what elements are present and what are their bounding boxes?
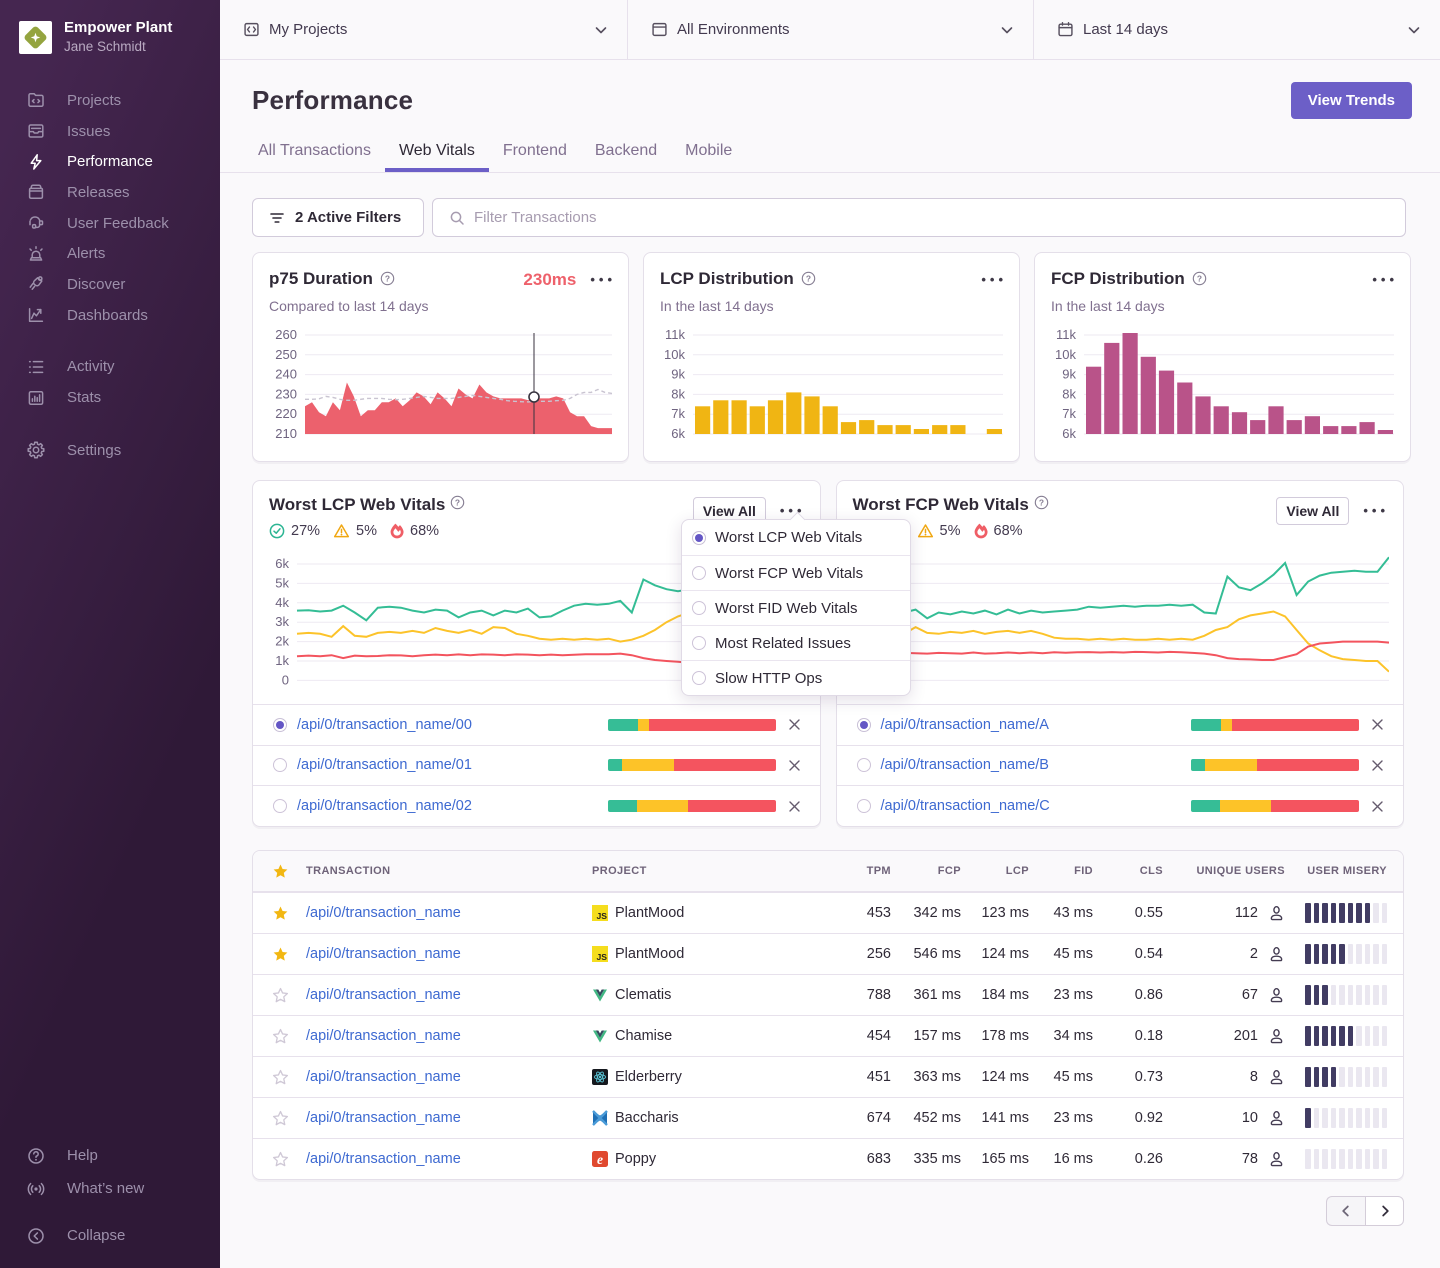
svg-text:220: 220 [275, 406, 297, 421]
svg-text:6k: 6k [1062, 426, 1076, 441]
svg-text:8k: 8k [1062, 386, 1076, 401]
svg-text:9k: 9k [671, 367, 685, 382]
svg-text:7k: 7k [1062, 406, 1076, 421]
svg-text:9k: 9k [1062, 367, 1076, 382]
svg-text:240: 240 [275, 367, 297, 382]
svg-text:1k: 1k [275, 653, 289, 668]
svg-text:5k: 5k [275, 575, 289, 590]
svg-text:10k: 10k [1055, 347, 1076, 362]
svg-text:e: e [597, 1152, 603, 1167]
svg-text:11k: 11k [1056, 327, 1076, 342]
svg-text:7k: 7k [671, 406, 685, 421]
svg-text:0: 0 [282, 672, 289, 687]
svg-text:11k: 11k [665, 327, 685, 342]
svg-text:?: ? [1197, 273, 1202, 283]
svg-text:?: ? [1039, 497, 1044, 507]
svg-text:JS: JS [596, 952, 607, 962]
svg-text:JS: JS [596, 911, 607, 921]
svg-text:2k: 2k [275, 634, 289, 649]
svg-text:3k: 3k [275, 614, 289, 629]
svg-text:260: 260 [275, 327, 297, 342]
svg-text:250: 250 [275, 347, 297, 362]
svg-text:?: ? [385, 273, 390, 283]
svg-text:6k: 6k [671, 426, 685, 441]
svg-text:?: ? [806, 273, 811, 283]
svg-text:10k: 10k [664, 347, 685, 362]
svg-text:210: 210 [275, 426, 297, 441]
svg-text:230: 230 [275, 386, 297, 401]
svg-text:?: ? [455, 497, 460, 507]
svg-text:4k: 4k [275, 595, 289, 610]
svg-text:6k: 6k [275, 556, 289, 571]
svg-text:8k: 8k [671, 386, 685, 401]
